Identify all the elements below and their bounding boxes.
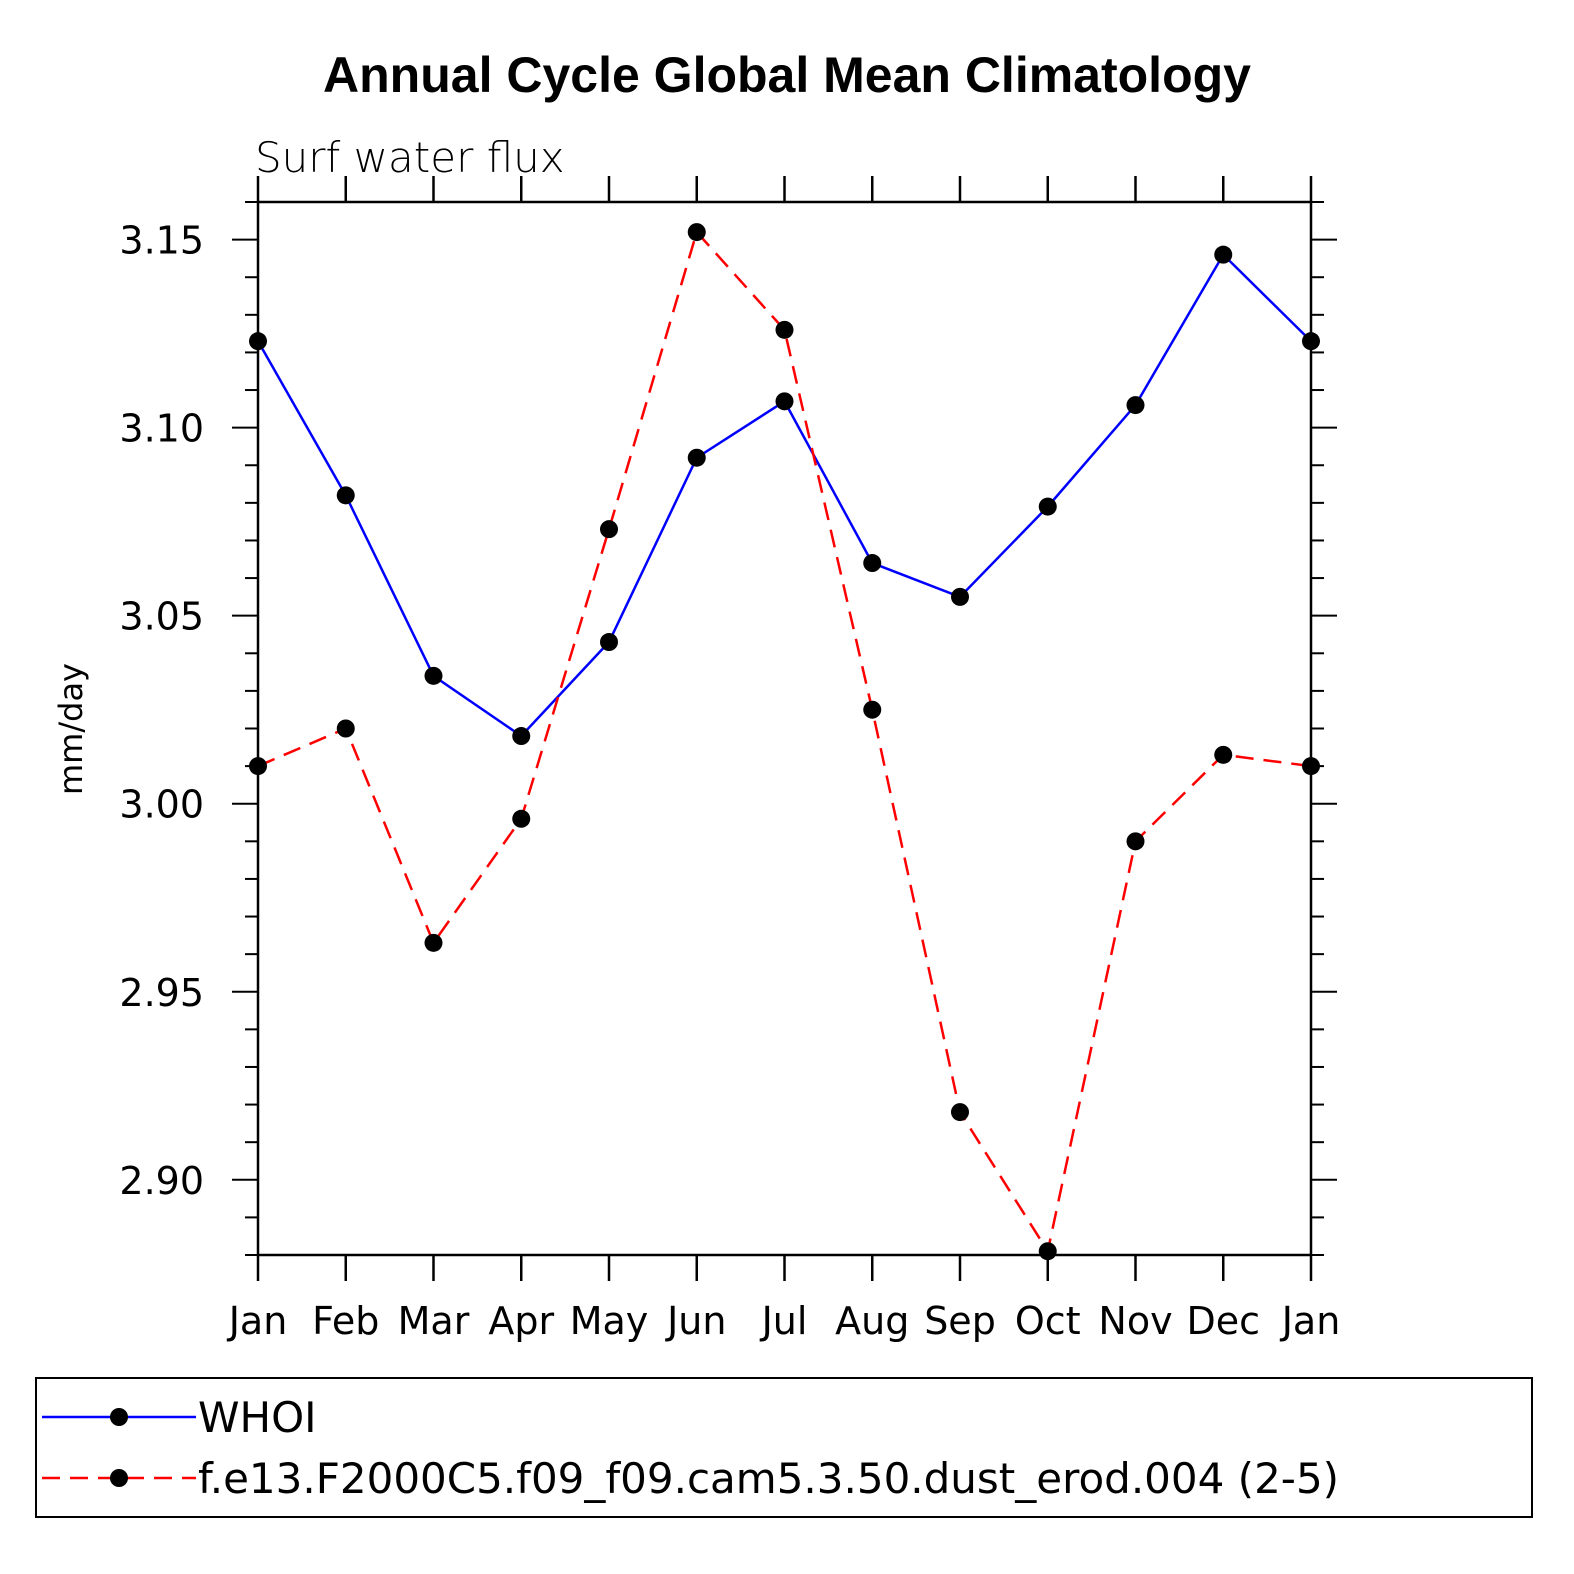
y-tick-label: 3.00 xyxy=(119,783,204,827)
data-point-series-0 xyxy=(512,727,531,746)
data-point-series-0 xyxy=(863,554,882,573)
y-axis-ticks xyxy=(232,201,1337,1256)
y-tick-label: 3.05 xyxy=(119,595,204,639)
x-tick-label: Sep xyxy=(924,1299,996,1343)
x-axis-tick-labels: Jan Feb Mar Apr May Jun Jul Aug Sep Oct Nov Dec Jan xyxy=(227,1299,1341,1343)
data-point-series-0 xyxy=(1214,245,1233,264)
data-point-series-1 xyxy=(600,520,618,539)
x-tick-label: Feb xyxy=(312,1299,379,1343)
legend-box xyxy=(35,1377,1533,1518)
legend-label-whoi: WHOI xyxy=(198,1393,317,1442)
x-tick-label: Jul xyxy=(760,1299,808,1343)
data-point-series-0 xyxy=(951,587,969,606)
data-point-series-1 xyxy=(424,933,443,952)
legend-marker-model xyxy=(110,1469,128,1487)
data-point-series-1 xyxy=(863,700,882,719)
y-tick-label: 3.10 xyxy=(119,407,204,451)
x-tick-label: Mar xyxy=(398,1299,470,1343)
series-line-1 xyxy=(257,229,1312,1255)
x-tick-label: Jun xyxy=(665,1299,726,1343)
data-point-series-0 xyxy=(600,633,618,652)
data-point-series-1 xyxy=(687,223,706,242)
y-tick-label: 2.95 xyxy=(119,971,204,1015)
chart-title: Annual Cycle Global Mean Climatology xyxy=(323,47,1251,103)
x-tick-label: Oct xyxy=(1015,1299,1081,1343)
data-point-series-1 xyxy=(512,809,531,828)
legend-label-model: f.e13.F2000C5.f09_f09.cam5.3.50.dust_ero… xyxy=(198,1454,1339,1503)
y-axis-label: mm/day xyxy=(52,663,90,795)
data-point-series-1 xyxy=(775,320,794,339)
data-point-series-1 xyxy=(1038,1242,1057,1261)
legend-marker-whoi xyxy=(110,1408,128,1426)
data-point-series-0 xyxy=(424,666,443,685)
x-axis-ticks xyxy=(256,176,1313,1281)
chart-subtitle: Surf water flux xyxy=(255,133,565,182)
data-point-series-0 xyxy=(687,448,706,467)
data-point-series-0 xyxy=(249,332,267,351)
x-tick-label: Apr xyxy=(488,1299,554,1343)
data-point-series-1 xyxy=(1302,757,1320,776)
data-point-series-0 xyxy=(775,392,794,411)
data-point-series-0 xyxy=(1126,396,1145,415)
x-tick-label: Jan xyxy=(1280,1299,1341,1343)
data-point-series-0 xyxy=(336,486,355,505)
x-tick-label: Aug xyxy=(835,1299,909,1343)
y-axis-tick-labels: 2.90 2.95 3.00 3.05 3.10 3.15 xyxy=(119,219,204,1203)
x-tick-label: Jan xyxy=(227,1299,288,1343)
data-point-series-0 xyxy=(1302,332,1320,351)
data-point-series-1 xyxy=(1214,745,1233,764)
x-tick-label: Dec xyxy=(1186,1299,1260,1343)
data-point-series-1 xyxy=(336,719,355,738)
data-point-series-1 xyxy=(951,1103,969,1122)
plot-frame xyxy=(256,200,1313,1257)
y-tick-label: 3.15 xyxy=(119,219,204,263)
data-point-series-1 xyxy=(249,757,267,776)
series-markers xyxy=(249,223,1320,1261)
legend: WHOI f.e13.F2000C5.f09_f09.cam5.3.50.dus… xyxy=(35,1377,1533,1518)
data-point-series-1 xyxy=(1126,832,1145,851)
x-tick-label: Nov xyxy=(1098,1299,1172,1343)
data-point-series-0 xyxy=(1038,497,1057,516)
x-tick-label: May xyxy=(570,1299,649,1343)
series-lines xyxy=(256,229,1312,1255)
y-tick-label: 2.90 xyxy=(119,1159,204,1203)
